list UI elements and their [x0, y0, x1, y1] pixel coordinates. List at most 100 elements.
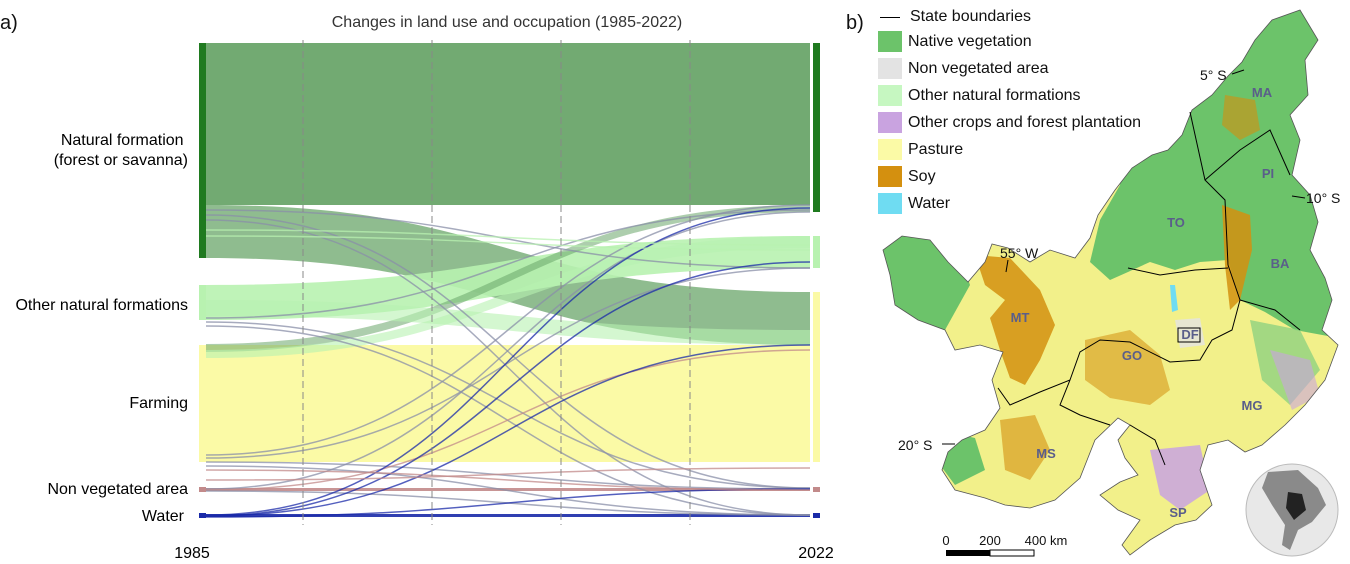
state-boundary	[1127, 267, 1229, 276]
state-boundary	[997, 379, 1071, 406]
node-other-natural-2022	[813, 236, 820, 268]
node-bars	[199, 43, 820, 518]
legend-item-other-crops: Other crops and forest plantation	[878, 109, 1141, 136]
chart-title: Changes in land use and occupation (1985…	[332, 14, 682, 31]
guide-lines	[302, 40, 691, 525]
state-label-mg: MG	[1242, 398, 1263, 413]
soy-ms	[1000, 415, 1050, 480]
x-label-start: 1985	[174, 545, 210, 562]
legend-item-water: Water	[878, 190, 1141, 217]
flow-thin-link	[205, 207, 811, 516]
inset-globe	[1245, 463, 1339, 557]
legend-label: Non vegetated area	[908, 59, 1049, 77]
scale-label-200: 200	[979, 533, 1001, 548]
flow-thin-link	[205, 211, 811, 490]
legend-label: State boundaries	[910, 8, 1031, 25]
flow-farming-to-farming	[206, 345, 810, 462]
scale-label-400: 400 km	[1025, 533, 1068, 548]
legend-item-pasture: Pasture	[878, 136, 1141, 163]
category-label-natural-line1: Natural formation	[61, 132, 184, 149]
state-boundary	[1239, 299, 1301, 331]
node-natural-2022	[813, 43, 820, 212]
state-boundary-df	[1177, 327, 1201, 343]
category-label-natural: Natural formation (forest or savanna)	[54, 132, 188, 169]
node-non-vegetated-2022	[813, 487, 820, 492]
scale-segment-black	[946, 550, 990, 556]
flow-thin-link	[205, 209, 811, 269]
legend-swatch	[878, 193, 902, 214]
flow-thin-link	[205, 469, 811, 491]
flow-thin-link	[205, 349, 811, 491]
legend-swatch	[878, 58, 902, 79]
globe-cerrado	[1286, 492, 1306, 520]
state-boundary	[1204, 129, 1291, 181]
sankey-chart: Changes in land use and occupation (1985…	[15, 14, 833, 562]
state-label-mt: MT	[1011, 310, 1030, 325]
legend-item-native-vegetation: Native vegetation	[878, 28, 1141, 55]
flow-natural-to-natural	[206, 43, 810, 205]
flow-thin-link	[205, 467, 811, 481]
legend-swatch	[878, 166, 902, 187]
cerrado-outline	[882, 9, 1339, 556]
category-label-water: Water	[142, 508, 185, 525]
legend-item-other-natural-formations: Other natural formations	[878, 82, 1141, 109]
node-non-vegetated-1985	[199, 487, 206, 492]
panel-a-label: a)	[0, 12, 18, 34]
flow-thin-link	[205, 321, 811, 489]
node-other-natural-1985	[199, 285, 206, 320]
legend-line-state-boundaries	[880, 16, 900, 18]
state-boundary	[1059, 264, 1241, 426]
state-label-df: DF	[1181, 327, 1198, 342]
legend-label: Other crops and forest plantation	[908, 113, 1142, 131]
category-label-other-natural: Other natural formations	[15, 297, 188, 314]
legend-item-state-boundaries: State boundaries	[878, 6, 1141, 28]
flow-thin-link	[205, 465, 811, 516]
flow-thin-link	[205, 235, 811, 251]
flow-thin-link	[205, 461, 811, 490]
land-use-map: MA PI TO BA MT DF GO MG MS SP 5° S 10° S…	[882, 9, 1340, 557]
legend-label: Pasture	[908, 140, 964, 158]
state-label-go: GO	[1122, 348, 1142, 363]
non-vegetated-df	[1175, 318, 1205, 348]
state-label-ms: MS	[1036, 446, 1056, 461]
legend-swatch	[878, 112, 902, 133]
legend-label: Native vegetation	[908, 32, 1032, 50]
node-water-1985	[199, 513, 206, 518]
legend-label: Water	[908, 194, 951, 212]
legend-label: Soy	[908, 167, 936, 185]
state-label-sp: SP	[1169, 505, 1187, 520]
node-farming-2022	[813, 292, 820, 462]
legend-swatch	[878, 31, 902, 52]
soy-mt	[975, 255, 1055, 385]
soy-ba	[1222, 205, 1252, 310]
flow-other-to-farming	[206, 300, 810, 345]
map-legend: State boundaries Native vegetation Non v…	[878, 6, 1141, 217]
legend-label: Other natural formations	[908, 86, 1081, 104]
other-crops-sp	[1150, 445, 1210, 510]
legend-swatch	[878, 85, 902, 106]
scale-segment-white	[989, 549, 1035, 557]
state-boundary	[1189, 111, 1229, 266]
coord-20s: 20° S	[898, 437, 932, 453]
coord-5s: 5° S	[1200, 67, 1227, 83]
node-farming-1985	[199, 345, 206, 462]
flow-thin-link	[205, 209, 811, 319]
soy-ma	[1222, 95, 1260, 140]
category-label-natural-line2: (forest or savanna)	[54, 152, 188, 169]
other-crops-mg	[1270, 350, 1320, 410]
legend-swatch	[878, 139, 902, 160]
flow-thin-link	[205, 229, 811, 246]
soy-go	[1085, 330, 1170, 405]
flow-thin-link	[205, 261, 811, 517]
coord-10s-tick	[1291, 195, 1306, 199]
coord-55w: 55° W	[1000, 245, 1039, 261]
node-water-2022	[813, 513, 820, 518]
flow-farming-to-other	[206, 236, 810, 358]
state-boundaries	[997, 111, 1301, 466]
state-label-to: TO	[1167, 215, 1185, 230]
scale-label-0: 0	[942, 533, 949, 548]
flow-thin-link	[205, 204, 811, 456]
flow-thin-link	[205, 488, 811, 518]
legend-item-soy: Soy	[878, 163, 1141, 190]
flow-thin-link	[205, 267, 811, 459]
